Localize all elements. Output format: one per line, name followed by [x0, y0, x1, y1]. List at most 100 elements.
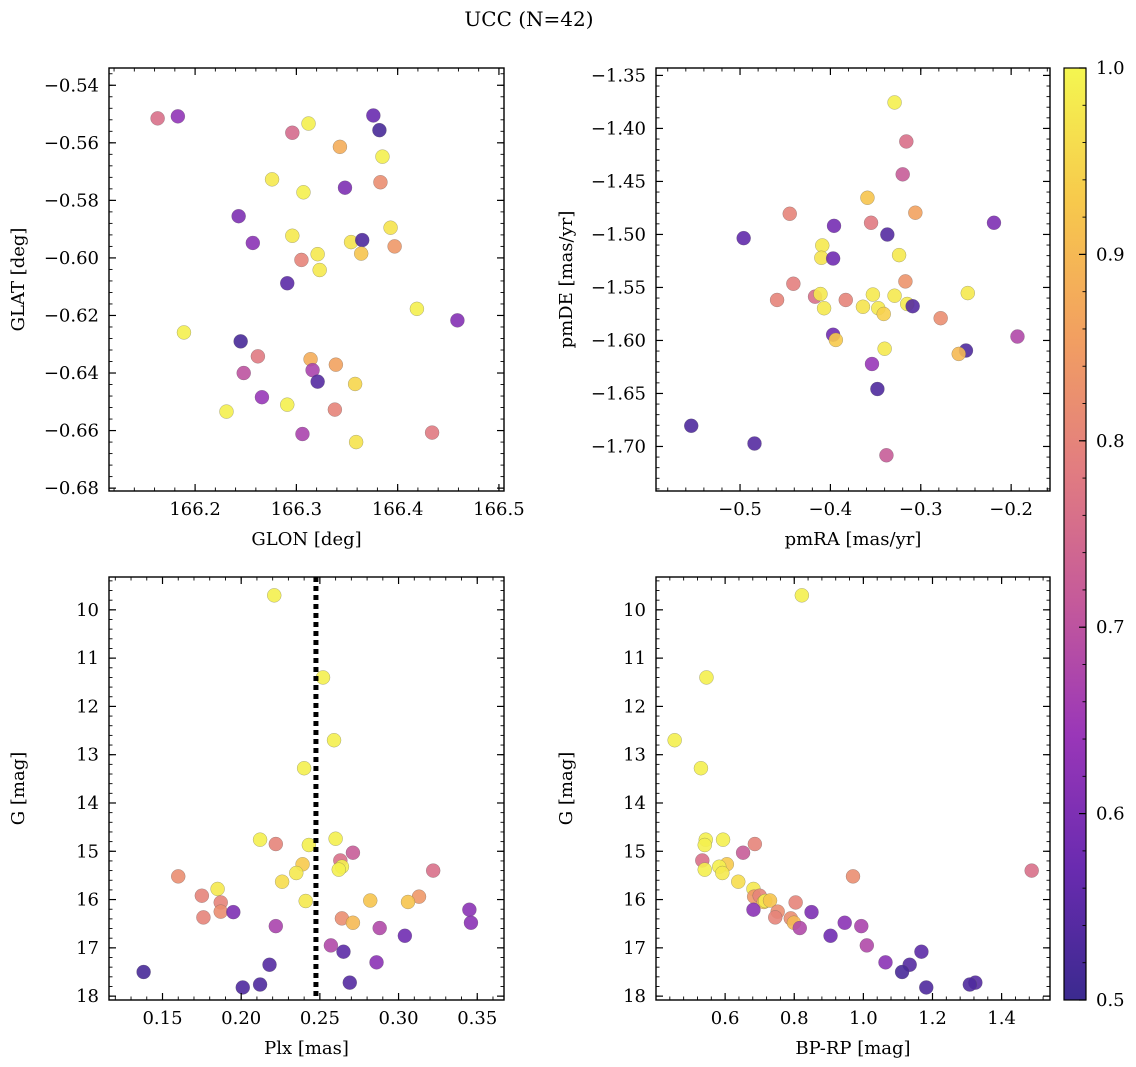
data-point	[1010, 329, 1025, 344]
data-point	[860, 190, 875, 205]
x-tick-label: −0.5	[718, 499, 762, 520]
data-point	[331, 862, 346, 877]
scatter-panel-2: −0.5 −0.4 −0.3 −0.2 −1.70 −1.65 −1.60 −1.55 −1.5…	[556, 65, 1051, 550]
data-point	[960, 285, 975, 301]
data-point	[826, 218, 842, 234]
x-axis-label: pmRA [mas/yr]	[785, 529, 922, 550]
colorbar-tick-label: 0.6	[1096, 804, 1125, 825]
data-point	[226, 904, 241, 920]
x-tick-label: 1.4	[987, 1008, 1016, 1029]
data-point	[919, 980, 934, 995]
data-point	[150, 111, 165, 126]
y-tick-label: 11	[76, 648, 99, 669]
y-tick-label: −1.65	[591, 383, 646, 404]
y-tick-label: 15	[76, 841, 99, 862]
scatter-panel-4: 0.6 0.8 1.0 1.2 1.4 10 11 12 13 14 15 16 17 18 BP-RP […	[556, 576, 1051, 1059]
data-point	[136, 964, 151, 980]
data-point	[268, 918, 284, 934]
data-point	[196, 910, 211, 925]
data-point	[194, 888, 210, 903]
x-tick-label: −0.4	[809, 499, 853, 520]
data-point	[876, 306, 891, 322]
y-tick-label: −0.64	[44, 363, 99, 384]
data-point	[328, 357, 344, 372]
data-point	[372, 920, 387, 936]
axes-frame	[655, 67, 1051, 492]
data-point	[409, 301, 425, 317]
y-tick-label: −0.66	[44, 421, 99, 442]
data-point	[298, 893, 313, 909]
data-point	[336, 944, 351, 959]
x-tick-label: 166.2	[169, 499, 221, 520]
x-tick-label: 0.20	[221, 1008, 261, 1029]
data-point	[171, 869, 186, 884]
data-point	[264, 172, 280, 187]
y-tick-label: −0.58	[44, 190, 99, 211]
data-point	[176, 325, 192, 340]
data-point	[891, 247, 907, 263]
data-point	[887, 95, 902, 110]
y-tick-label: −1.55	[591, 277, 646, 298]
data-point	[274, 874, 290, 889]
data-point	[854, 918, 869, 934]
x-tick-label: 166.5	[473, 499, 525, 520]
data-point	[877, 341, 892, 356]
data-point	[337, 180, 353, 195]
data-point	[699, 670, 714, 685]
y-tick-label: 13	[76, 745, 99, 766]
data-point	[252, 832, 268, 847]
data-point	[373, 175, 388, 190]
points-group	[150, 108, 465, 450]
y-tick-label: −1.40	[591, 118, 646, 139]
data-point	[369, 955, 384, 970]
data-point	[828, 332, 844, 348]
axes-frame	[108, 67, 505, 492]
data-point	[986, 215, 1002, 230]
data-point	[280, 276, 295, 291]
panels: 166.2 166.3 166.4 166.5 −0.68 −0.66 −0.64 −0.62…	[8, 65, 1051, 1059]
data-point	[715, 865, 730, 881]
data-point	[933, 311, 948, 326]
data-point	[294, 252, 309, 268]
data-point	[794, 588, 810, 603]
y-tick-label: −0.54	[44, 75, 99, 96]
data-point	[400, 894, 416, 910]
data-point	[233, 334, 248, 349]
data-point	[684, 418, 699, 433]
data-point	[252, 977, 268, 992]
y-tick-label: −1.45	[591, 171, 646, 192]
data-point	[895, 167, 910, 182]
x-tick-label: 0.30	[379, 1008, 419, 1029]
y-tick-label: −1.70	[591, 436, 646, 457]
data-point	[899, 134, 914, 149]
axes-frame	[655, 576, 1051, 1001]
data-point	[837, 915, 852, 930]
x-tick-label: 1.2	[918, 1008, 947, 1029]
colorbar-tick-label: 0.8	[1096, 431, 1125, 452]
data-point	[815, 238, 830, 253]
data-point	[327, 402, 343, 417]
data-point	[865, 287, 881, 302]
y-tick-label: 17	[623, 938, 646, 959]
axes-frame	[108, 576, 505, 1001]
x-tick-label: 0.6	[711, 1008, 740, 1029]
data-point	[366, 108, 381, 123]
data-point	[880, 227, 895, 242]
data-point	[792, 920, 807, 936]
data-point	[267, 588, 282, 603]
data-point	[825, 251, 841, 266]
data-point	[962, 977, 978, 992]
data-point	[813, 286, 828, 302]
y-tick-label: 12	[76, 696, 99, 717]
data-point	[769, 292, 785, 308]
data-point	[823, 928, 838, 943]
data-point	[786, 276, 801, 291]
y-tick-label: 10	[623, 600, 646, 621]
data-point	[450, 313, 465, 328]
data-point	[280, 397, 295, 412]
data-point	[355, 232, 370, 248]
data-point	[262, 957, 277, 972]
y-tick-label: 11	[623, 648, 646, 669]
data-point	[768, 910, 783, 925]
data-point	[347, 376, 363, 392]
